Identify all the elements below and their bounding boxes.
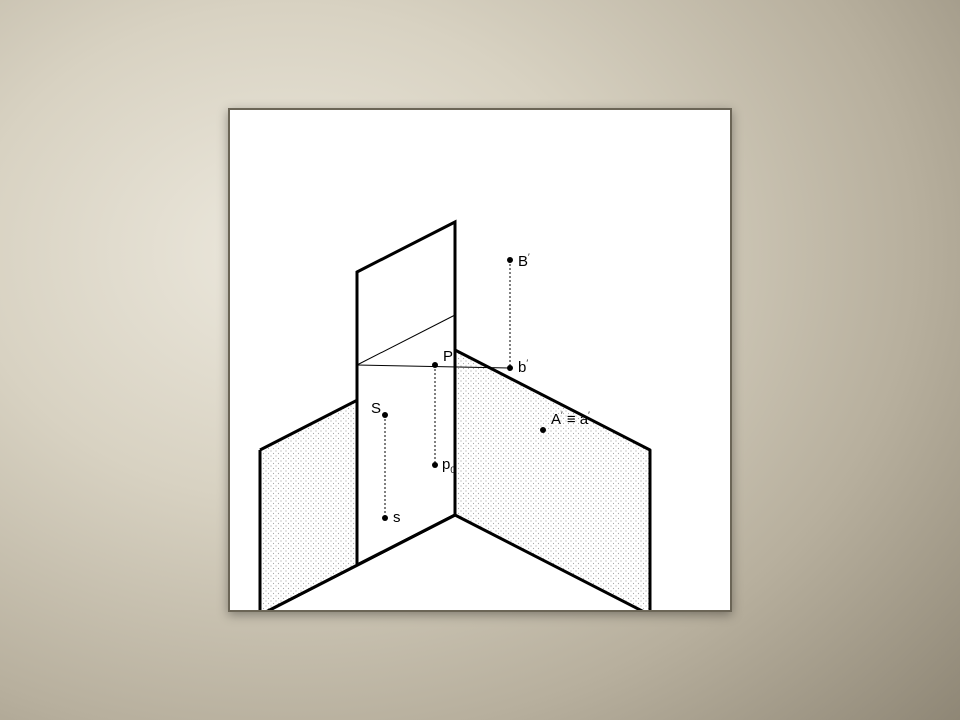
label-Aeq_a: A′ ≡ a′ (551, 410, 590, 428)
point-P (432, 362, 438, 368)
point-Aeq_a (540, 427, 546, 433)
vertical-plane (357, 222, 455, 565)
projection-diagram: SsPp0b′B′A′ ≡ a′ (230, 110, 730, 610)
label-b: b′ (518, 358, 528, 376)
point-p0 (432, 462, 438, 468)
label-S: S (371, 400, 381, 417)
point-b (507, 365, 513, 371)
label-P: P (443, 348, 453, 365)
point-Bprime (507, 257, 513, 263)
point-S (382, 412, 388, 418)
slide-frame: SsPp0b′B′A′ ≡ a′ (228, 108, 732, 612)
label-s: s (393, 509, 401, 526)
point-s (382, 515, 388, 521)
label-Bprime: B′ (518, 252, 530, 270)
